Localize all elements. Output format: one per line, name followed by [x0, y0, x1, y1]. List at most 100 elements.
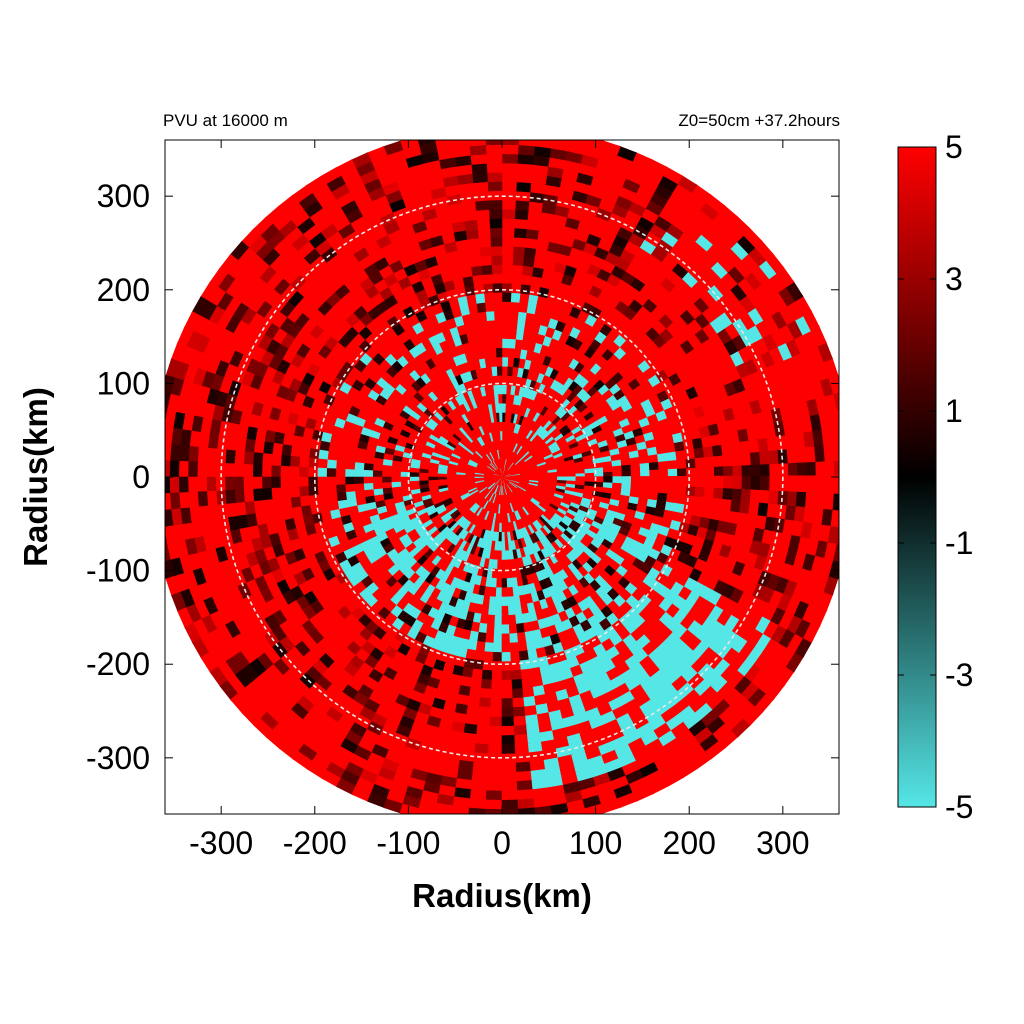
colorbar-tick-label: -5 [945, 789, 973, 825]
heatmap-cell [501, 799, 520, 810]
heatmap-cell [472, 190, 489, 202]
heatmap-cell [704, 465, 715, 478]
heatmap-cell [500, 264, 513, 275]
heatmap-cell [517, 798, 537, 810]
heatmap-cell [515, 761, 533, 773]
heatmap-cell [667, 484, 678, 495]
heatmap-cell [165, 426, 174, 447]
heatmap-cell [500, 218, 516, 229]
heatmap-cell [482, 660, 494, 672]
heatmap-cell [270, 454, 282, 468]
heatmap-cell [469, 798, 488, 810]
heatmap-cell [326, 476, 337, 487]
heatmap-cell [484, 153, 503, 164]
heatmap-cell [151, 460, 161, 479]
heatmap-cell [640, 476, 651, 485]
heatmap-cell [741, 463, 752, 478]
heatmap-cell [224, 476, 235, 493]
heatmap-cell [501, 790, 520, 801]
heatmap-cell [612, 476, 623, 484]
heatmap-cell [824, 459, 835, 478]
colorbar-gradient [897, 146, 937, 808]
heatmap-cell [630, 476, 641, 485]
heatmap-cell [206, 462, 217, 479]
heatmap-cell [354, 462, 365, 472]
heatmap-cell [178, 460, 189, 479]
heatmap-cell [787, 475, 798, 492]
heatmap-cell [723, 464, 734, 478]
heatmap-cell [786, 446, 798, 464]
heatmap-cell [695, 475, 706, 488]
heatmap-cell [557, 476, 567, 481]
heatmap-cell [488, 725, 504, 736]
heatmap-cell [501, 725, 517, 736]
heatmap-cell [468, 817, 487, 828]
heatmap-cell [515, 752, 532, 764]
heatmap-cell [511, 255, 525, 266]
heatmap-cell [501, 698, 515, 709]
heatmap-cell [519, 817, 538, 828]
heatmap-cell [470, 780, 489, 792]
heatmap-cell [685, 485, 697, 497]
heatmap-cell [151, 477, 161, 496]
heatmap-cell [270, 465, 281, 479]
heatmap-cell [842, 441, 853, 460]
heatmap-cell [243, 463, 254, 479]
heatmap-cell [478, 706, 492, 718]
heatmap-cell [196, 461, 208, 479]
heatmap-cell [224, 463, 235, 479]
heatmap-cell [491, 670, 504, 681]
heatmap-cell [501, 734, 517, 746]
heatmap-cell [514, 181, 532, 193]
heatmap-cell [489, 716, 504, 727]
heatmap-cell [639, 482, 650, 492]
heatmap-cell [513, 724, 529, 736]
heatmap-cell [815, 459, 826, 478]
heatmap-cell [279, 476, 291, 490]
heatmap-cell [494, 605, 503, 616]
heatmap-cell [495, 596, 503, 607]
heatmap-cell [449, 128, 468, 139]
heatmap-cell [713, 464, 725, 478]
heatmap-cell [252, 452, 264, 467]
heatmap-cell [490, 264, 503, 275]
heatmap-cell [487, 762, 504, 773]
heatmap-cell [501, 707, 516, 718]
heatmap-cell [316, 467, 327, 479]
heatmap-cell [501, 338, 510, 349]
heatmap-cell [496, 578, 503, 589]
heatmap-cell [547, 476, 558, 481]
heatmap-cell [471, 181, 489, 193]
heatmap-cell [677, 475, 688, 487]
heatmap-cell [479, 688, 493, 699]
heatmap-cell [501, 642, 512, 653]
heatmap-cell [603, 476, 614, 483]
heatmap-cell [196, 476, 208, 494]
heatmap-cell [178, 444, 190, 464]
heatmap-cell [777, 447, 789, 464]
heatmap-cell [832, 491, 839, 511]
heatmap-cell [165, 509, 174, 529]
heatmap-cell [621, 476, 632, 484]
heatmap-cell [418, 472, 429, 478]
heatmap-cell [795, 490, 807, 508]
x-tick-label: -300 [189, 825, 253, 861]
heatmap-cell [197, 446, 209, 464]
plot-area [151, 128, 853, 828]
heatmap-cell [795, 445, 807, 463]
heatmap-cell [262, 441, 274, 456]
heatmap-cell [243, 451, 255, 467]
heatmap-cell [372, 470, 383, 478]
heatmap-cell [501, 744, 518, 755]
heatmap-cell [486, 771, 504, 783]
heatmap-cell [515, 162, 534, 174]
heatmap-cell [787, 460, 798, 478]
colorbar: 531-1-3-5 [897, 129, 973, 825]
heatmap-cell [471, 770, 489, 782]
heatmap-cell [501, 310, 511, 321]
y-tick-label: -300 [86, 740, 150, 776]
heatmap-cell [470, 172, 488, 184]
heatmap-cell [713, 486, 724, 500]
heatmap-cell [485, 799, 504, 810]
heatmap-cell [720, 497, 733, 512]
